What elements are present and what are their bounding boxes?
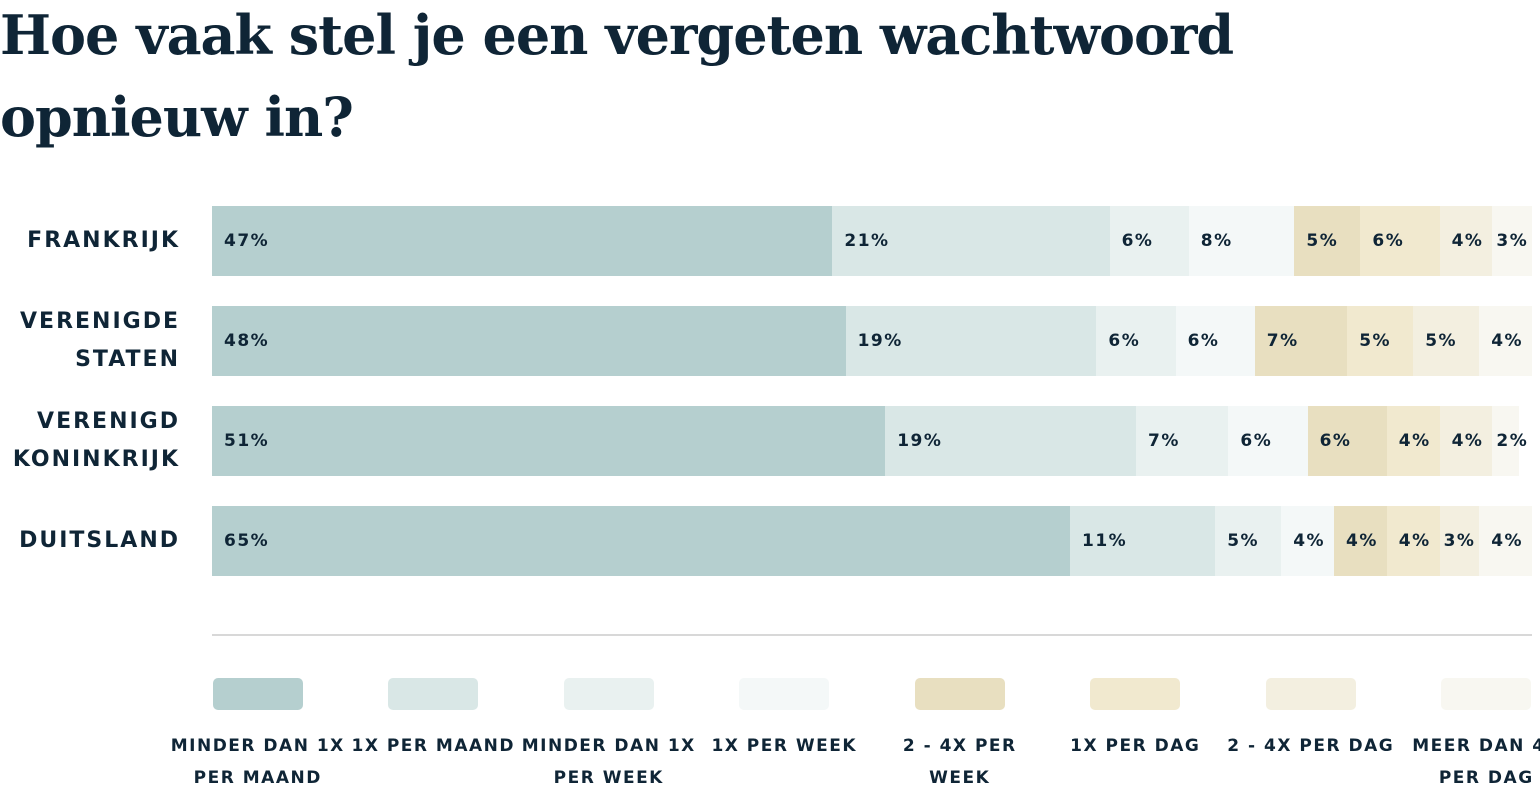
bar-segment <box>1386 506 1440 576</box>
value-label: 19% <box>897 431 943 451</box>
value-label: 6% <box>1240 431 1273 451</box>
bar-segment <box>1188 206 1295 276</box>
value-label: 48% <box>224 331 270 351</box>
value-label: 4% <box>1451 431 1484 451</box>
bar-segment <box>1386 406 1440 476</box>
legend-label: MINDER DAN 1X PER MAAND <box>170 736 345 788</box>
legend-swatch <box>1265 678 1356 710</box>
legend-swatch <box>739 678 830 710</box>
bar-segment <box>845 306 1097 376</box>
bar-segment <box>1175 306 1255 376</box>
bar-segment <box>1136 406 1229 476</box>
legend-label: 1X PER WEEK <box>711 736 858 756</box>
legend-label: MEER DAN 4X PER DAG <box>1412 736 1540 788</box>
legend-label: 1X PER MAAND <box>351 736 515 756</box>
value-label: 11% <box>1082 531 1128 551</box>
bar-segment <box>1254 306 1348 376</box>
bar-segment <box>1096 306 1176 376</box>
legend-swatch <box>212 678 303 710</box>
value-label: 6% <box>1372 231 1405 251</box>
bar-segment <box>885 406 1136 476</box>
value-label: 21% <box>844 231 890 251</box>
divider <box>212 634 1532 636</box>
bar-segment <box>212 506 1070 576</box>
value-label: 6% <box>1108 331 1141 351</box>
legend-swatch <box>1090 678 1181 710</box>
value-label: 4% <box>1346 531 1378 551</box>
legend-label: 2 - 4X PER DAG <box>1227 736 1395 756</box>
legend-label: 2 - 4X PER WEEK <box>902 736 1017 788</box>
bar-segment <box>1215 506 1282 576</box>
bar-segment <box>212 306 846 376</box>
bar-segment <box>1439 206 1493 276</box>
value-label: 3% <box>1496 231 1529 251</box>
legend-label: MINDER DAN 1X PER WEEK <box>521 736 696 788</box>
value-label: 6% <box>1319 431 1352 451</box>
bar-segment <box>212 406 886 476</box>
bar-segment <box>1228 406 1308 476</box>
value-label: 4% <box>1491 531 1524 551</box>
chart-title: Hoe vaak stel je een vergeten wachtwoord… <box>0 3 1234 149</box>
legend-swatch <box>563 678 654 710</box>
bar-segment <box>1492 406 1519 476</box>
bar-segment <box>1294 206 1361 276</box>
bar-segment <box>1413 306 1480 376</box>
bar-segment <box>1492 206 1532 276</box>
bar-segment <box>1109 206 1189 276</box>
bar-segment <box>212 206 833 276</box>
value-label: 5% <box>1425 331 1458 351</box>
bar-segment <box>1360 206 1440 276</box>
value-label: 47% <box>224 231 270 251</box>
bar-segment <box>1479 306 1532 376</box>
category-label: DUITSLAND <box>19 528 180 553</box>
bar-segment <box>1347 306 1414 376</box>
bar-segment <box>832 206 1110 276</box>
value-label: 51% <box>224 431 270 451</box>
bar-segment <box>1307 406 1387 476</box>
bar-segment <box>1439 506 1480 576</box>
bar-segment <box>1281 506 1334 576</box>
bar-segment <box>1070 506 1216 576</box>
value-label: 6% <box>1187 331 1220 351</box>
value-label: 5% <box>1306 231 1339 251</box>
category-label: VERENIGDE STATEN <box>20 309 180 372</box>
value-label: 7% <box>1148 431 1180 451</box>
legend-label: 1X PER DAG <box>1070 736 1201 756</box>
bar-segment <box>1334 506 1387 576</box>
value-label: 5% <box>1359 331 1392 351</box>
value-label: 4% <box>1491 331 1524 351</box>
value-label: 2% <box>1496 431 1529 451</box>
category-label: FRANKRIJK <box>27 228 180 253</box>
legend-swatch <box>388 678 479 710</box>
value-label: 4% <box>1398 431 1431 451</box>
value-label: 4% <box>1451 231 1484 251</box>
value-label: 4% <box>1398 531 1431 551</box>
value-label: 19% <box>857 331 903 351</box>
value-label: 6% <box>1121 231 1154 251</box>
bar-segment <box>1439 406 1493 476</box>
value-label: 5% <box>1227 531 1260 551</box>
value-label: 8% <box>1200 231 1233 251</box>
value-label: 3% <box>1443 531 1476 551</box>
bar-segment <box>1479 506 1532 576</box>
category-label: VERENIGD KONINKRIJK <box>12 409 180 472</box>
value-label: 65% <box>224 531 270 551</box>
legend-swatch <box>914 678 1005 710</box>
value-label: 7% <box>1266 331 1299 351</box>
legend-swatch <box>1441 678 1532 710</box>
value-label: 4% <box>1293 531 1326 551</box>
